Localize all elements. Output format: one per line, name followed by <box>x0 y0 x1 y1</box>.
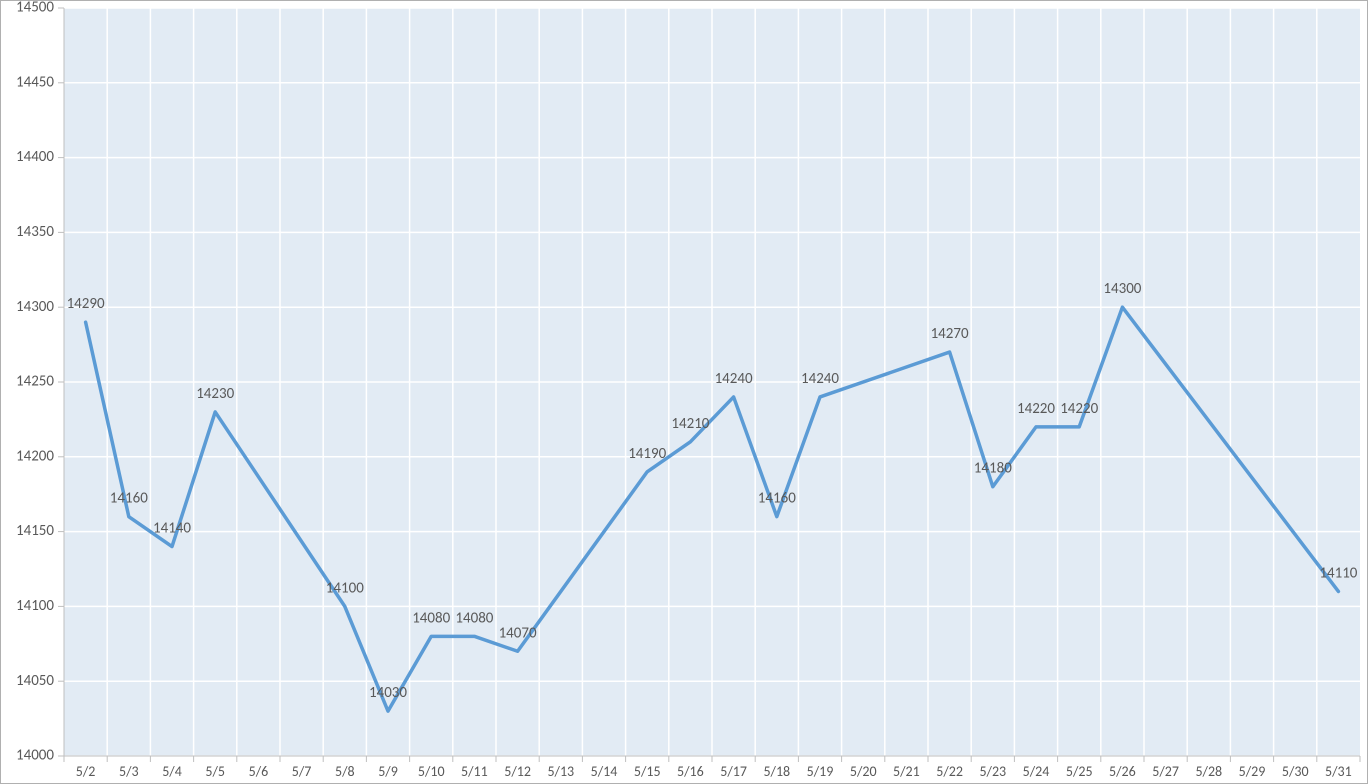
x-tick-label: 5/2 <box>76 763 96 780</box>
x-tick-label: 5/23 <box>979 763 1006 780</box>
x-tick-label: 5/11 <box>461 763 488 780</box>
x-tick-label: 5/3 <box>119 763 139 780</box>
y-tick-label: 14450 <box>16 73 54 91</box>
x-tick-label: 5/25 <box>1066 763 1093 780</box>
data-label: 14270 <box>931 325 969 343</box>
data-label: 14100 <box>326 579 364 597</box>
line-chart: 14000 14050 14100 14150 14200 14250 14300 14350… <box>0 0 1368 784</box>
data-label: 14080 <box>455 609 493 627</box>
x-tick-label: 5/8 <box>335 763 355 780</box>
x-tick-label: 5/13 <box>547 763 574 780</box>
x-tick-label: 5/27 <box>1152 763 1179 780</box>
data-label: 14160 <box>758 490 796 508</box>
y-tick-label: 14400 <box>16 148 54 166</box>
x-tick-label: 5/22 <box>936 763 963 780</box>
x-tick-label: 5/29 <box>1239 763 1266 780</box>
data-label: 14070 <box>499 624 537 642</box>
y-tick-label: 14250 <box>16 373 54 391</box>
x-tick-label: 5/12 <box>504 763 531 780</box>
x-tick-label: 5/26 <box>1109 763 1136 780</box>
x-tick-label: 5/10 <box>418 763 445 780</box>
x-tick-label: 5/21 <box>893 763 920 780</box>
data-label: 14240 <box>715 370 753 388</box>
x-tick-label: 5/28 <box>1195 763 1222 780</box>
data-label: 14230 <box>196 385 234 403</box>
data-label: 14190 <box>628 445 666 463</box>
data-label: 14210 <box>671 415 709 433</box>
chart-svg: 14000 14050 14100 14150 14200 14250 14300 14350… <box>0 0 1368 784</box>
x-tick-label: 5/18 <box>763 763 790 780</box>
data-label: 14140 <box>153 520 191 538</box>
x-tick-label: 5/5 <box>205 763 225 780</box>
x-tick-label: 5/17 <box>720 763 747 780</box>
x-tick-label: 5/19 <box>807 763 834 780</box>
x-tick-label: 5/20 <box>850 763 877 780</box>
data-label: 14220 <box>1060 400 1098 418</box>
x-tick-label: 5/24 <box>1023 763 1050 780</box>
y-tick-label: 14150 <box>16 522 54 540</box>
data-label: 14220 <box>1017 400 1055 418</box>
data-label: 14240 <box>801 370 839 388</box>
y-tick-label: 14050 <box>16 672 54 690</box>
data-label: 14160 <box>110 490 148 508</box>
x-tick-label: 5/7 <box>292 763 312 780</box>
x-tick-label: 5/15 <box>634 763 661 780</box>
data-label: 14290 <box>67 295 105 313</box>
y-tick-label: 14100 <box>16 597 54 615</box>
x-tick-label: 5/31 <box>1325 763 1352 780</box>
x-tick-label: 5/4 <box>162 763 182 780</box>
data-label: 14300 <box>1103 280 1141 298</box>
y-tick-label: 14350 <box>16 223 54 241</box>
y-tick-label: 14200 <box>16 447 54 465</box>
data-label: 14110 <box>1319 564 1357 582</box>
x-tick-label: 5/6 <box>249 763 269 780</box>
y-tick-label: 14000 <box>16 747 54 765</box>
x-tick-label: 5/30 <box>1282 763 1309 780</box>
y-tick-label: 14300 <box>16 298 54 316</box>
data-label: 14030 <box>369 684 407 702</box>
x-tick-label: 5/14 <box>591 763 618 780</box>
x-tick-label: 5/16 <box>677 763 704 780</box>
data-label: 14180 <box>974 460 1012 478</box>
y-tick-label: 14500 <box>16 0 54 17</box>
x-tick-label: 5/9 <box>378 763 398 780</box>
data-label: 14080 <box>412 609 450 627</box>
